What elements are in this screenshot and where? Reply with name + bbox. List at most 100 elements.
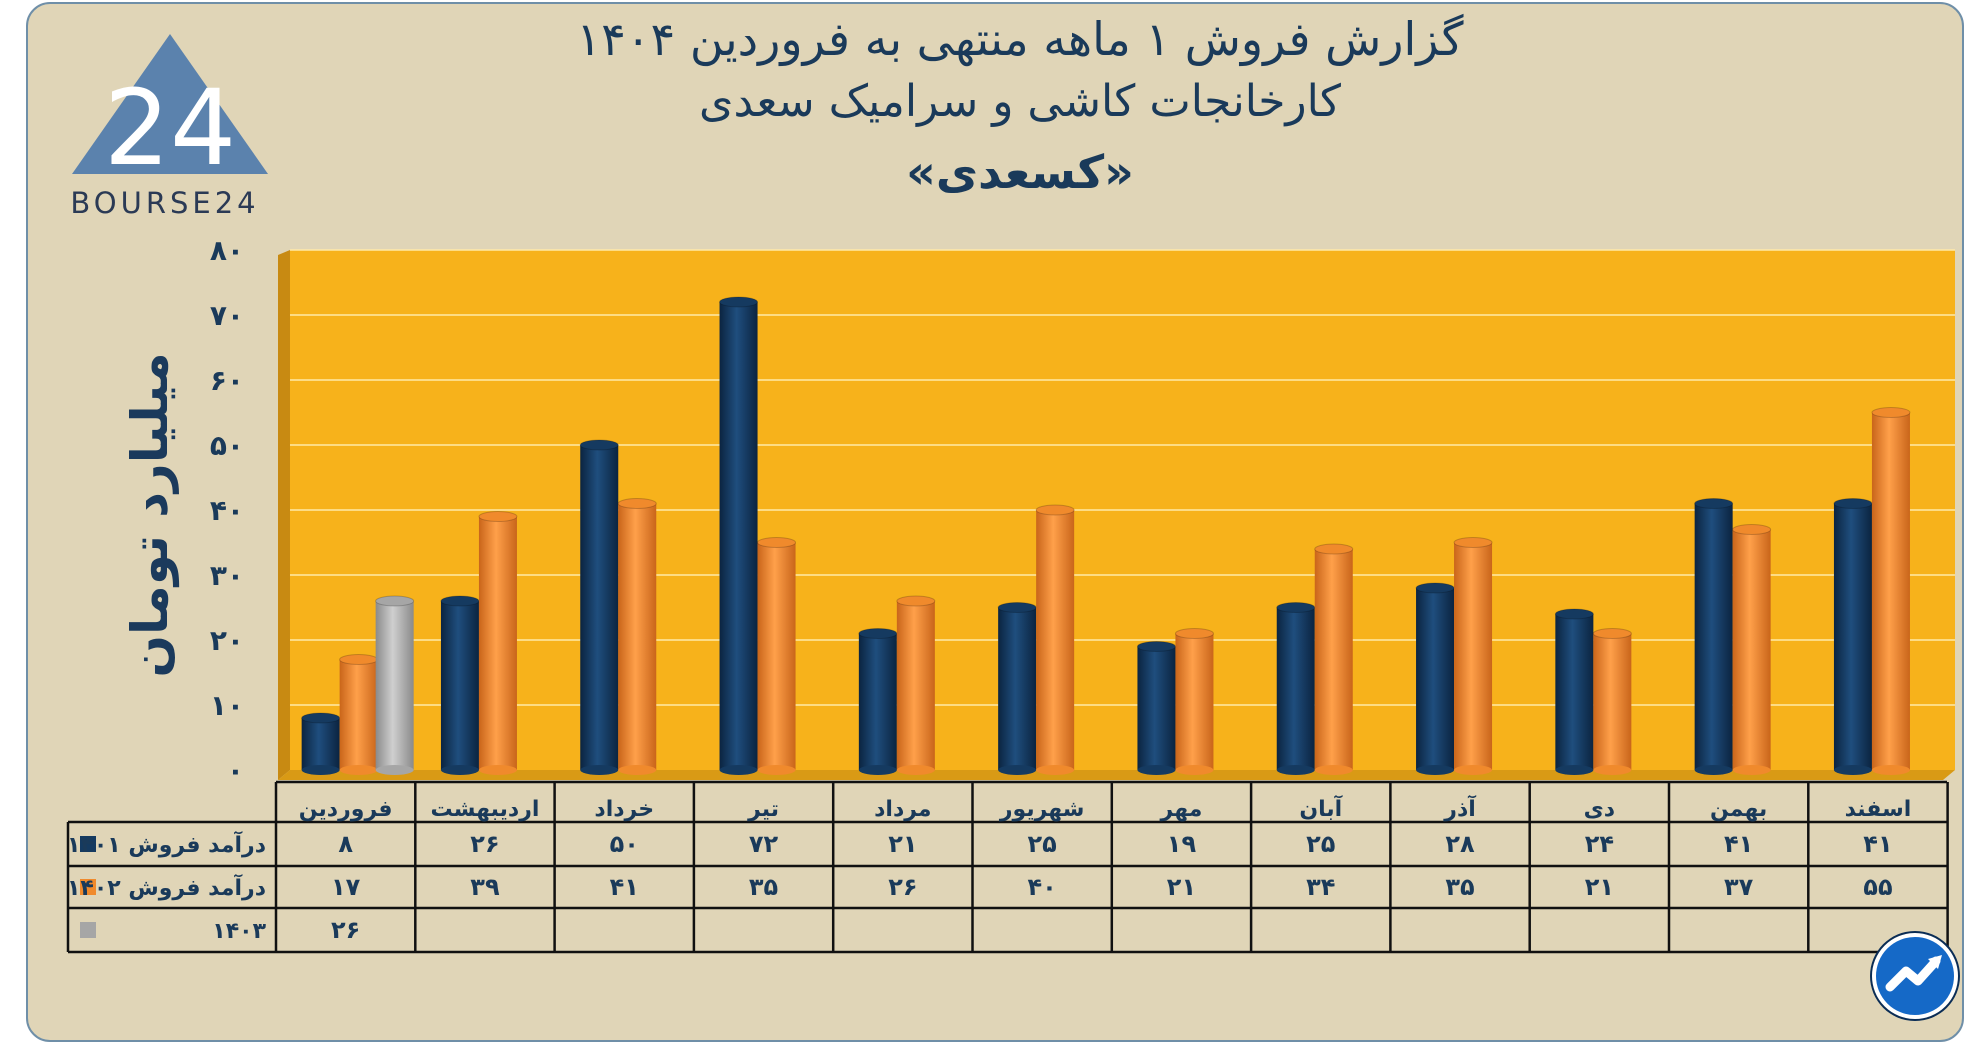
bar-1-9 [1415, 582, 1455, 775]
bar-1-5 [858, 628, 898, 775]
bar-body [1036, 510, 1075, 770]
bar-base [1416, 765, 1455, 775]
plot-side-wall [278, 250, 290, 780]
bar-body [896, 601, 935, 770]
bar-2-2 [478, 511, 518, 775]
bar-cap [440, 595, 480, 607]
bar-base [1593, 765, 1632, 775]
bar-base [618, 765, 657, 775]
category-label: اسفند [1845, 797, 1912, 822]
bar-1-4 [719, 296, 759, 775]
gridlines [290, 249, 1955, 706]
bar-body [580, 445, 619, 770]
bar-cap [301, 712, 341, 724]
trend-badge[interactable] [1872, 933, 1958, 1019]
bar-body [1416, 588, 1455, 770]
data-table: فروردین اردیبهشت خرداد تیر مرداد شهریور مهر آبا… [66, 780, 1949, 954]
category-label: دی [1584, 797, 1615, 822]
bar-base [375, 765, 414, 775]
data-label: ۲۸ [1445, 830, 1475, 858]
bar-2-9 [1453, 537, 1493, 775]
bar-base [719, 765, 758, 775]
bar-body [618, 503, 657, 770]
bar-body [1175, 633, 1214, 770]
bar-base [1871, 765, 1910, 775]
logo-text: BOURSE24 [70, 186, 260, 220]
bar-3-1 [375, 595, 415, 775]
bar-base [1137, 765, 1176, 775]
bar-cap [1871, 407, 1911, 418]
bar-body [998, 607, 1037, 770]
bar-1-7 [1136, 641, 1176, 775]
y-tick-label: ۷۰ [210, 299, 244, 332]
bar-body [1694, 503, 1733, 770]
bar-base [896, 765, 935, 775]
bar-cap [1453, 537, 1493, 548]
bar-cap [478, 511, 518, 522]
bourse24-logo-icon: 24 [72, 34, 268, 189]
data-label: ۵۵ [1863, 873, 1892, 901]
legend-swatch [80, 836, 96, 852]
plot-floor [278, 770, 1955, 780]
y-tick-label: ۰ [227, 754, 244, 787]
bar-body [478, 516, 517, 770]
bar-body [1555, 614, 1594, 770]
bar-base [1036, 765, 1075, 775]
bar-body [1454, 542, 1493, 770]
data-label: ۳۹ [470, 873, 500, 901]
bar-2-3 [617, 498, 657, 775]
bar-base [1175, 765, 1214, 775]
data-label: ۲۶ [331, 916, 360, 944]
category-label: شهریور [999, 797, 1085, 822]
bar-body [339, 659, 378, 770]
y-tick-label: ۲۰ [210, 624, 244, 657]
bar-cap [617, 498, 657, 509]
bar-body [1732, 529, 1771, 770]
bar-body [301, 718, 340, 770]
bar-cap [1035, 504, 1075, 516]
bar-cap [1833, 498, 1873, 509]
legend-swatch [80, 922, 96, 938]
bar-cap [1592, 628, 1632, 639]
y-tick-label: ۵۰ [210, 429, 244, 462]
bar-1-8 [1276, 602, 1316, 775]
bar-body [440, 601, 479, 770]
data-label: ۲۵ [1306, 830, 1335, 858]
bar-cap [579, 439, 619, 451]
bar-body [1276, 607, 1315, 770]
chart-title-line-2: کارخانجات کاشی و سرامیک سعدی [699, 76, 1341, 127]
data-label: ۴۱ [1724, 830, 1753, 858]
bar-base [1314, 765, 1353, 775]
data-label: ۲۴ [1585, 830, 1614, 858]
bar-base [478, 765, 517, 775]
bar-cap [1415, 582, 1455, 594]
bar-cap [1694, 498, 1734, 509]
bar-base [1833, 765, 1872, 775]
bar-cap [1314, 543, 1354, 555]
y-tick-label: ۶۰ [210, 364, 244, 397]
bar-2-12 [1871, 407, 1911, 775]
data-label: ۲۶ [470, 830, 499, 858]
logo-mark: 24 [104, 67, 236, 189]
bar-2-1 [339, 654, 379, 775]
data-label: ۳۵ [749, 873, 778, 901]
bars [301, 296, 1911, 775]
bar-base [1732, 765, 1771, 775]
legend-swatch [80, 879, 96, 895]
bar-2-7 [1174, 628, 1214, 775]
category-label: تیر [747, 797, 779, 822]
bar-body [719, 302, 758, 770]
data-label: ۲۶ [888, 873, 917, 901]
legend-label: درآمد فروش ۱۴۰۱ [67, 830, 266, 858]
y-tick-label: ۳۰ [210, 559, 244, 592]
chart-title-line-3: «کسعدی» [906, 145, 1134, 199]
bar-2-8 [1314, 543, 1354, 775]
bar-2-5 [896, 595, 936, 775]
bar-base [998, 765, 1037, 775]
data-label: ۴۰ [1028, 873, 1057, 901]
legend-label: درآمد فروش ۱۴۰۲ [67, 873, 266, 901]
bar-base [1694, 765, 1733, 775]
chart-trend-icon [1885, 955, 1942, 992]
bar-base [858, 765, 897, 775]
category-label: فروردین [299, 797, 393, 822]
